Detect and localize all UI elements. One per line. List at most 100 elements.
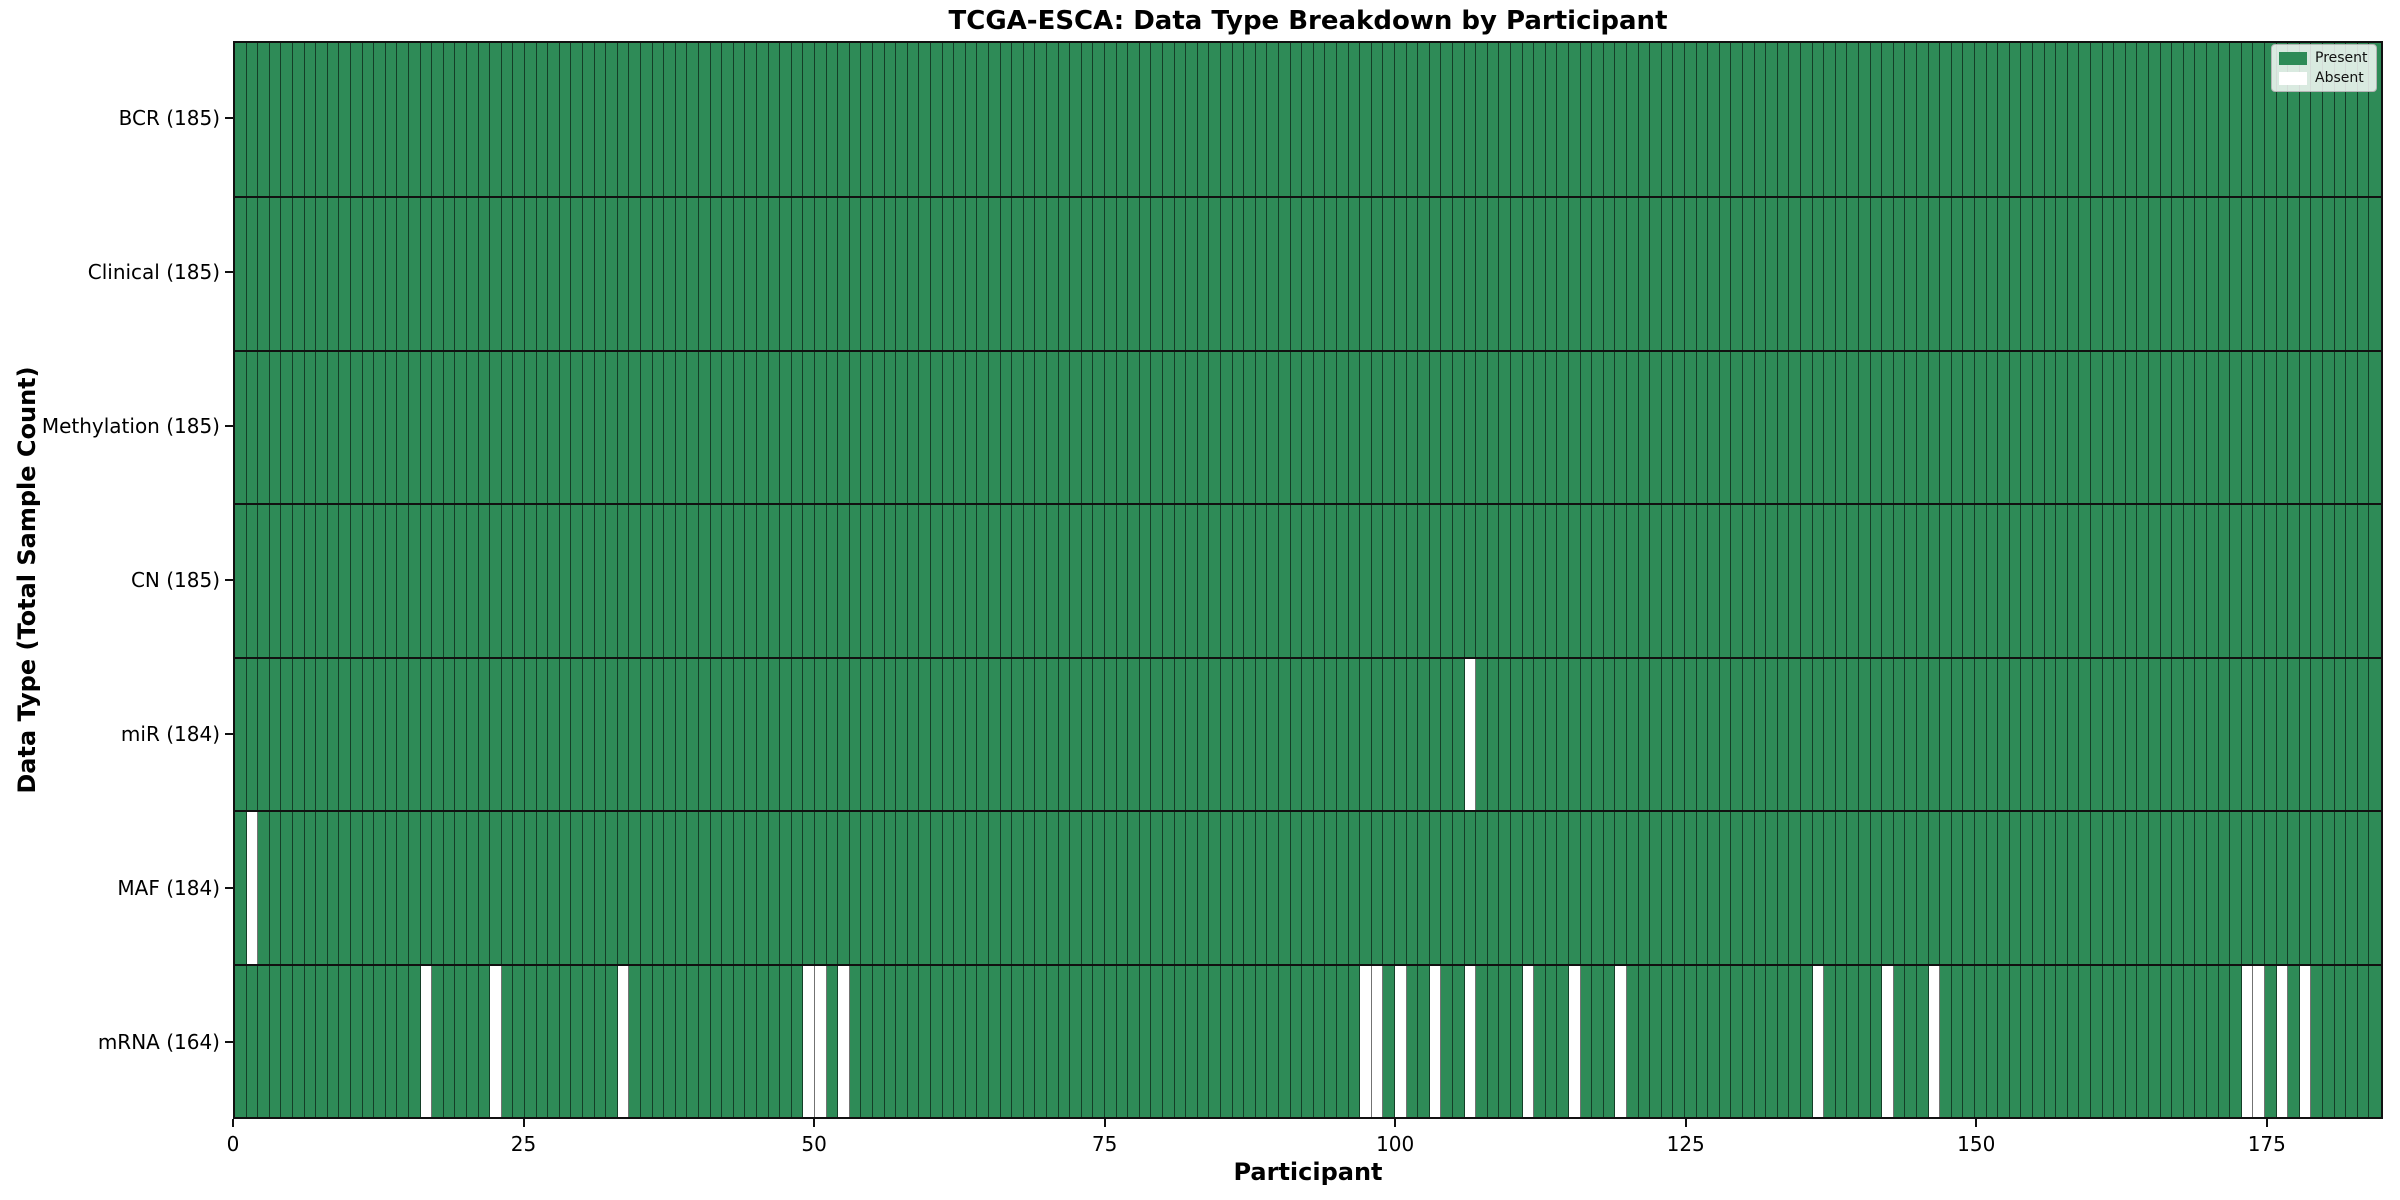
heatmap-cell <box>1000 198 1013 350</box>
heatmap-cell <box>2149 351 2161 504</box>
heatmap-cell <box>722 965 734 1117</box>
heatmap-cell <box>2137 351 2149 504</box>
heatmap-cell <box>907 505 920 657</box>
heatmap-cell <box>2091 812 2103 964</box>
heatmap-cell <box>2288 43 2300 197</box>
heatmap-cell <box>467 43 479 197</box>
heatmap-cell <box>815 198 827 350</box>
heatmap-cell <box>1418 658 1430 811</box>
heatmap-cell <box>896 198 908 350</box>
heatmap-cell <box>1476 658 1488 811</box>
heatmap-cell <box>1986 812 1999 964</box>
heatmap-cell <box>2346 658 2358 811</box>
heatmap-cell <box>1325 351 1337 504</box>
heatmap-cell <box>443 198 456 350</box>
heatmap-cell <box>304 658 317 811</box>
heatmap-cell <box>838 965 850 1117</box>
y-tick-label: Methylation (185) <box>41 414 220 438</box>
heatmap-cell <box>664 351 676 504</box>
heatmap-cell <box>2357 658 2370 811</box>
legend-item-absent: Absent <box>2279 70 2369 86</box>
heatmap-cell <box>826 505 839 657</box>
heatmap-cell <box>1453 505 1465 657</box>
heatmap-cell <box>849 505 862 657</box>
heatmap-cell <box>942 43 955 197</box>
heatmap-cell <box>896 658 908 811</box>
heatmap-cell <box>1951 505 1964 657</box>
heatmap-cell <box>803 505 815 657</box>
heatmap-cell <box>235 505 247 657</box>
heatmap-cell <box>293 965 305 1117</box>
heatmap-cell <box>1870 43 1883 197</box>
heatmap-cell <box>907 812 920 964</box>
heatmap-cell <box>965 658 978 811</box>
heatmap-cell <box>490 812 502 964</box>
heatmap-cell <box>1951 965 1964 1117</box>
heatmap-cell <box>652 43 665 197</box>
heatmap-cell <box>1429 351 1442 504</box>
heatmap-cell <box>1638 812 1651 964</box>
heatmap-cell <box>443 505 456 657</box>
heatmap-cell <box>1441 198 1453 350</box>
heatmap-cell <box>1882 351 1894 504</box>
heatmap-cell <box>745 965 757 1117</box>
heatmap-cell <box>1812 658 1825 811</box>
heatmap-cell <box>1777 505 1790 657</box>
heatmap-cell <box>2195 351 2207 504</box>
heatmap-cell <box>989 351 1001 504</box>
heatmap-cell <box>1499 965 1511 1117</box>
heatmap-cell <box>2311 198 2323 350</box>
heatmap-cell <box>1731 505 1743 657</box>
heatmap-cell <box>1882 658 1894 811</box>
heatmap-cell <box>1975 43 1987 197</box>
heatmap-cell <box>1012 505 1024 657</box>
heatmap-cell <box>583 965 595 1117</box>
heatmap-cell <box>2183 43 2196 197</box>
heatmap-cell <box>1835 658 1848 811</box>
heatmap-cell <box>420 198 433 350</box>
heatmap-cell <box>1151 812 1163 964</box>
heatmap-cell <box>803 43 815 197</box>
heatmap-cell <box>757 351 769 504</box>
heatmap-cell <box>2288 812 2300 964</box>
heatmap-cell <box>2137 812 2149 964</box>
heatmap-cell <box>1360 505 1372 657</box>
x-tick-mark <box>1684 1119 1687 1127</box>
heatmap-cell <box>884 505 897 657</box>
heatmap-cell <box>1534 198 1546 350</box>
heatmap-cell <box>1081 198 1094 350</box>
heatmap-cell <box>1023 812 1036 964</box>
heatmap-cell <box>1940 658 1952 811</box>
heatmap-cell <box>536 351 549 504</box>
heatmap-cell <box>780 965 792 1117</box>
heatmap-cell <box>327 505 340 657</box>
heatmap-cell <box>2230 812 2242 964</box>
heatmap-cell <box>1395 351 1407 504</box>
heatmap-cell <box>2334 351 2347 504</box>
heatmap-cell <box>1174 43 1187 197</box>
heatmap-cell <box>1325 43 1337 197</box>
heatmap-cell <box>1023 43 1036 197</box>
heatmap-cell <box>1267 965 1279 1117</box>
heatmap-cell <box>2149 43 2161 197</box>
heatmap-cell <box>733 812 746 964</box>
heatmap-cell <box>791 198 804 350</box>
heatmap-cell <box>931 505 943 657</box>
heatmap-cell <box>1743 965 1755 1117</box>
heatmap-cell <box>1696 812 1709 964</box>
heatmap-cell <box>629 812 641 964</box>
heatmap-cell <box>1661 505 1674 657</box>
heatmap-cell <box>2160 198 2173 350</box>
heatmap-cell <box>1383 351 1395 504</box>
heatmap-cell <box>791 351 804 504</box>
heatmap-cell <box>409 505 421 657</box>
heatmap-cell <box>362 351 375 504</box>
heatmap-cell <box>455 965 467 1117</box>
heatmap-cell <box>490 965 502 1117</box>
heatmap-cell <box>339 351 351 504</box>
heatmap-cell <box>2311 43 2323 197</box>
heatmap-cell <box>1499 43 1511 197</box>
heatmap-cell <box>2091 198 2103 350</box>
heatmap-cell <box>1731 812 1743 964</box>
heatmap-cell <box>2369 658 2381 811</box>
